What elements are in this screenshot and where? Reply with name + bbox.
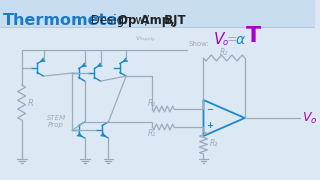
Text: +: + xyxy=(206,122,213,130)
Text: R₂: R₂ xyxy=(220,48,228,57)
Text: α: α xyxy=(236,33,245,47)
Text: STEM
Prop: STEM Prop xyxy=(46,115,66,128)
Text: $V_o$: $V_o$ xyxy=(302,111,317,126)
Text: R: R xyxy=(28,98,33,107)
Text: o: o xyxy=(222,37,227,46)
Text: R₂: R₂ xyxy=(209,138,218,147)
Text: Design w/: Design w/ xyxy=(86,14,152,26)
Text: R₁: R₁ xyxy=(148,129,156,138)
Text: Show:: Show: xyxy=(189,41,210,47)
Text: $V_{Supply}$: $V_{Supply}$ xyxy=(135,35,156,45)
Text: Thermometer: Thermometer xyxy=(3,12,126,28)
Text: =: = xyxy=(227,33,238,46)
Text: T: T xyxy=(246,26,261,46)
Text: Op Amp,: Op Amp, xyxy=(118,14,175,26)
Text: V: V xyxy=(214,31,225,46)
Text: R₁: R₁ xyxy=(148,98,156,107)
Text: −: − xyxy=(206,105,213,114)
FancyBboxPatch shape xyxy=(0,0,315,27)
Text: BJT: BJT xyxy=(160,14,186,26)
